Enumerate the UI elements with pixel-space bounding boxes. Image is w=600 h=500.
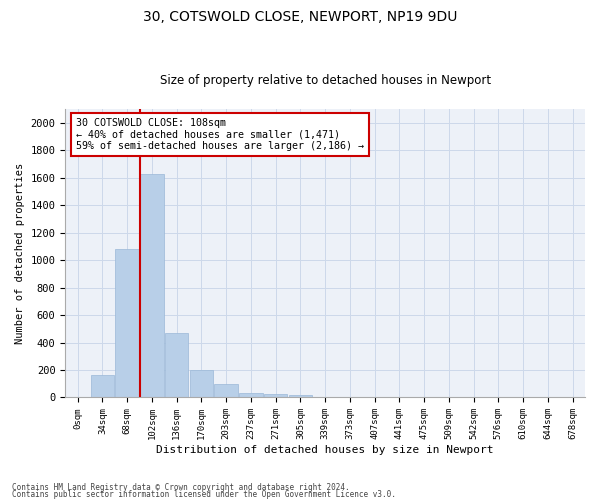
Y-axis label: Number of detached properties: Number of detached properties: [15, 162, 25, 344]
Bar: [264, 394, 287, 398]
Text: Contains public sector information licensed under the Open Government Licence v3: Contains public sector information licen…: [12, 490, 396, 499]
Text: 30 COTSWOLD CLOSE: 108sqm
← 40% of detached houses are smaller (1,471)
59% of se: 30 COTSWOLD CLOSE: 108sqm ← 40% of detac…: [76, 118, 364, 151]
Bar: [115, 249, 139, 398]
Title: Size of property relative to detached houses in Newport: Size of property relative to detached ho…: [160, 74, 491, 87]
Bar: [313, 397, 337, 398]
Bar: [140, 174, 164, 398]
Bar: [91, 376, 114, 398]
Bar: [214, 384, 238, 398]
Text: Contains HM Land Registry data © Crown copyright and database right 2024.: Contains HM Land Registry data © Crown c…: [12, 484, 350, 492]
X-axis label: Distribution of detached houses by size in Newport: Distribution of detached houses by size …: [157, 445, 494, 455]
Bar: [165, 333, 188, 398]
Bar: [239, 392, 263, 398]
Text: 30, COTSWOLD CLOSE, NEWPORT, NP19 9DU: 30, COTSWOLD CLOSE, NEWPORT, NP19 9DU: [143, 10, 457, 24]
Bar: [190, 370, 213, 398]
Bar: [289, 396, 312, 398]
